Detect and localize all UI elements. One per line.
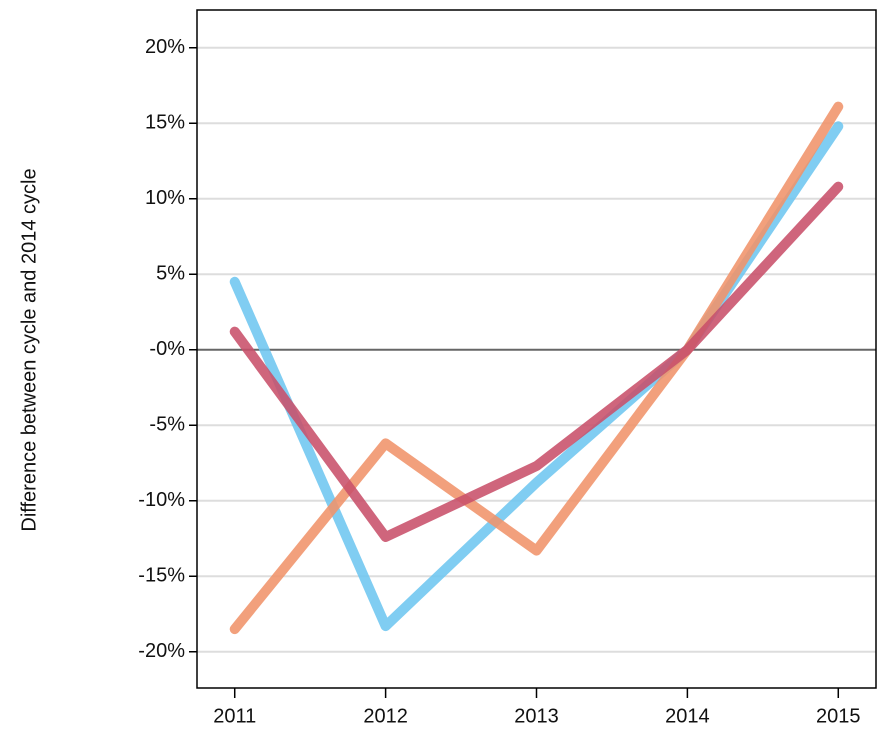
y-axis-label: Difference between cycle and 2014 cycle — [18, 168, 40, 531]
y-tick-label: 10% — [145, 187, 185, 209]
y-tick-label: -15% — [138, 565, 185, 587]
y-tick-label: 20% — [145, 36, 185, 58]
series-line — [229, 101, 844, 635]
x-tick-label: 2011 — [213, 705, 256, 727]
y-tick-label: 15% — [145, 112, 185, 134]
x-tick-label: 2015 — [816, 705, 861, 727]
x-tick-label: 2014 — [665, 705, 710, 727]
y-tick-label: -20% — [138, 640, 185, 662]
plot-frame — [196, 9, 877, 689]
x-tick-label: 2013 — [514, 705, 559, 727]
y-tick-label: -10% — [138, 489, 185, 511]
series-line — [229, 181, 844, 542]
y-tick-label: -5% — [149, 414, 185, 436]
y-tick-label: -0% — [149, 338, 185, 360]
y-tick-label: 5% — [156, 263, 185, 285]
x-tick-label: 2012 — [363, 705, 408, 727]
